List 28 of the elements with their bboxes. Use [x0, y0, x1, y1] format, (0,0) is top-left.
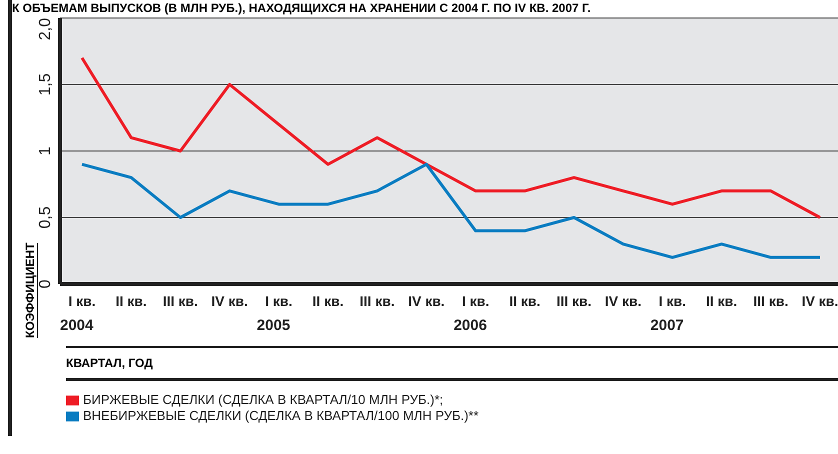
y-tick-label: 0,5	[37, 206, 54, 229]
x-tick-label: IV кв.	[802, 293, 838, 309]
x-tick-label: II кв.	[509, 293, 540, 309]
x-tick-label: IV кв.	[604, 293, 642, 309]
legend-label: ВНЕБИРЖЕВЫЕ СДЕЛКИ (СДЕЛКА В КВАРТАЛ/100 МЛН РУБ.)**	[83, 408, 479, 423]
x-tick-label: II кв.	[312, 293, 344, 309]
y-tick-label: 1,5	[37, 73, 54, 96]
x-tick-label: II кв.	[116, 293, 147, 309]
x-tick-label: I кв. 2007	[650, 293, 686, 334]
x-tick-label: I кв. 2005	[256, 293, 292, 334]
line-series	[80, 56, 822, 219]
x-tick-label: III кв.	[360, 293, 395, 309]
x-tick-label: II кв.	[706, 293, 738, 309]
x-tick-label: I кв. 2006	[454, 293, 490, 334]
line-series	[80, 162, 822, 259]
x-tick-label: III кв.	[162, 293, 198, 309]
x-tick-label: IV кв.	[408, 293, 445, 309]
x-tick-label: III кв.	[753, 293, 788, 309]
y-tick-label: 1	[37, 146, 54, 156]
x-axis-title: КВАРТАЛ, ГОД	[66, 346, 838, 381]
x-tick-label: IV кв.	[211, 293, 248, 309]
y-tick-label: 2,0	[37, 18, 54, 40]
chart-title: К ОБЪЕМАМ ВЫПУСКОВ (В МЛН РУБ.), НАХОДЯЩИХСЯ НА ХРАНЕНИИ С 2004 Г. ПО IV КВ. 2007 Г.	[12, 0, 592, 16]
y-tick-label: 0	[37, 279, 54, 288]
x-tick-label: III кв.	[556, 293, 592, 309]
y-axis-title: КОЭФФИЦИЕНТ	[23, 242, 38, 338]
x-tick-label: I кв. 2004	[60, 293, 96, 334]
legend-label: БИРЖЕВЫЕ СДЕЛКИ (СДЕЛКА В КВАРТАЛ/10 МЛН РУБ.)*;	[83, 392, 444, 407]
